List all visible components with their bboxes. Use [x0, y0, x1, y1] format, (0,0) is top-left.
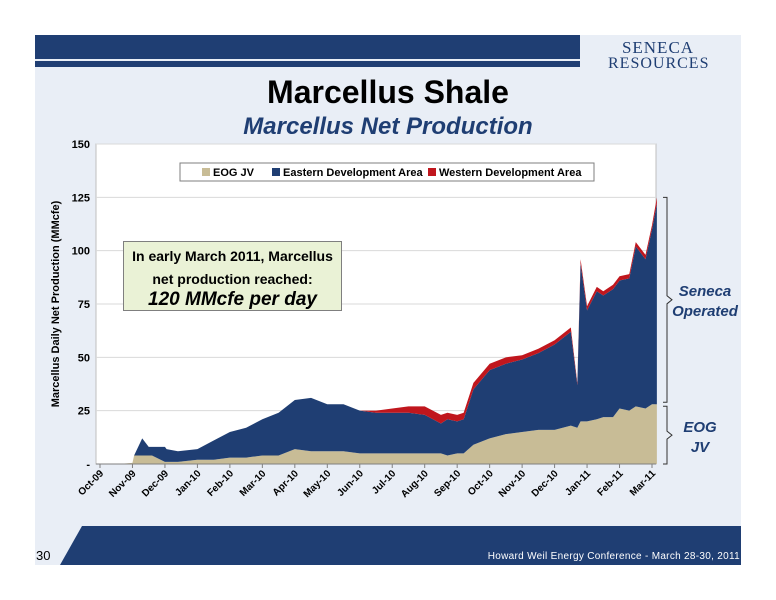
eog-jv-line1: EOG — [683, 419, 717, 436]
y-tick-label: 100 — [72, 246, 90, 258]
eog-jv-label: EOG JV — [670, 418, 730, 458]
production-chart: - 25 50 75 100 125 150 Marcellus Daily Net Prod… — [50, 139, 673, 500]
x-tick-label: Dec-10 — [530, 468, 561, 499]
x-tick-label: Dec-09 — [140, 468, 171, 499]
legend-label: EOG JV — [213, 167, 255, 179]
x-tick-label: Sep-10 — [432, 468, 463, 499]
eog-jv-line2: JV — [690, 439, 710, 456]
x-tick-label: Nov-09 — [107, 468, 139, 500]
y-tick-label: 50 — [78, 352, 90, 364]
logo-line2: RESOURCES — [608, 55, 710, 72]
x-tick-label: Apr-10 — [271, 468, 301, 498]
logo-line1: SENECA — [621, 38, 695, 57]
legend-label: Western Development Area — [439, 167, 582, 179]
x-tick-label: Oct-10 — [466, 468, 496, 498]
chart-title: Marcellus Net Production — [243, 113, 533, 140]
x-tick-label: Jan-11 — [563, 468, 593, 498]
seneca-logo: SENECA RESOURCES — [608, 38, 708, 80]
y-tick-label: 150 — [72, 139, 90, 151]
x-tick-label: May-10 — [302, 468, 334, 500]
y-tick-label: 75 — [78, 299, 90, 311]
eog-jv-bracket — [663, 405, 673, 465]
legend-swatch — [272, 168, 280, 176]
x-tick-label: Feb-11 — [595, 468, 625, 498]
seneca-operated-line1: Seneca — [678, 283, 732, 300]
legend-swatch — [428, 168, 436, 176]
page-number: 30 — [36, 548, 51, 563]
seneca-operated-line2: Operated — [672, 303, 738, 320]
x-tick-label: Jan-10 — [173, 468, 203, 498]
footer-conference: Howard Weil Energy Conference - March 28… — [487, 551, 740, 562]
area-eog-jv — [100, 404, 657, 464]
footer-bar — [60, 526, 741, 565]
seneca-operated-bracket — [663, 196, 673, 403]
legend — [179, 162, 595, 182]
legend-label: Eastern Development Area — [283, 167, 423, 179]
callout-line1: In early March 2011, Marcellus — [132, 248, 333, 264]
page-title: Marcellus Shale — [267, 74, 509, 110]
x-tick-label: Jul-10 — [370, 468, 399, 497]
y-tick-label: 125 — [72, 192, 90, 204]
callout-highlight: 120 MMcfe per day — [148, 289, 317, 310]
x-tick-label: Oct-09 — [76, 468, 106, 498]
y-tick-label: 25 — [78, 406, 90, 418]
x-tick-label: Feb-10 — [205, 468, 236, 499]
header-stripe — [35, 61, 580, 67]
header-bar — [35, 35, 580, 59]
x-tick-label: Aug-10 — [399, 468, 431, 500]
y-tick-label: - — [86, 459, 90, 471]
seneca-operated-label: Seneca Operated — [670, 282, 740, 322]
production-callout: In early March 2011, Marcellus net produ… — [123, 241, 342, 311]
callout-line2: net production reached: — [152, 271, 313, 287]
x-tick-label: Jun-10 — [335, 468, 366, 499]
x-tick-label: Mar-11 — [628, 468, 658, 498]
y-axis-label: Marcellus Daily Net Production (MMcfe) — [50, 200, 62, 407]
area-western-development — [100, 197, 657, 464]
area-eastern-development — [100, 203, 657, 464]
legend-swatch — [202, 168, 210, 176]
x-tick-label: Mar-10 — [238, 468, 269, 499]
x-tick-label: Nov-10 — [497, 468, 529, 500]
